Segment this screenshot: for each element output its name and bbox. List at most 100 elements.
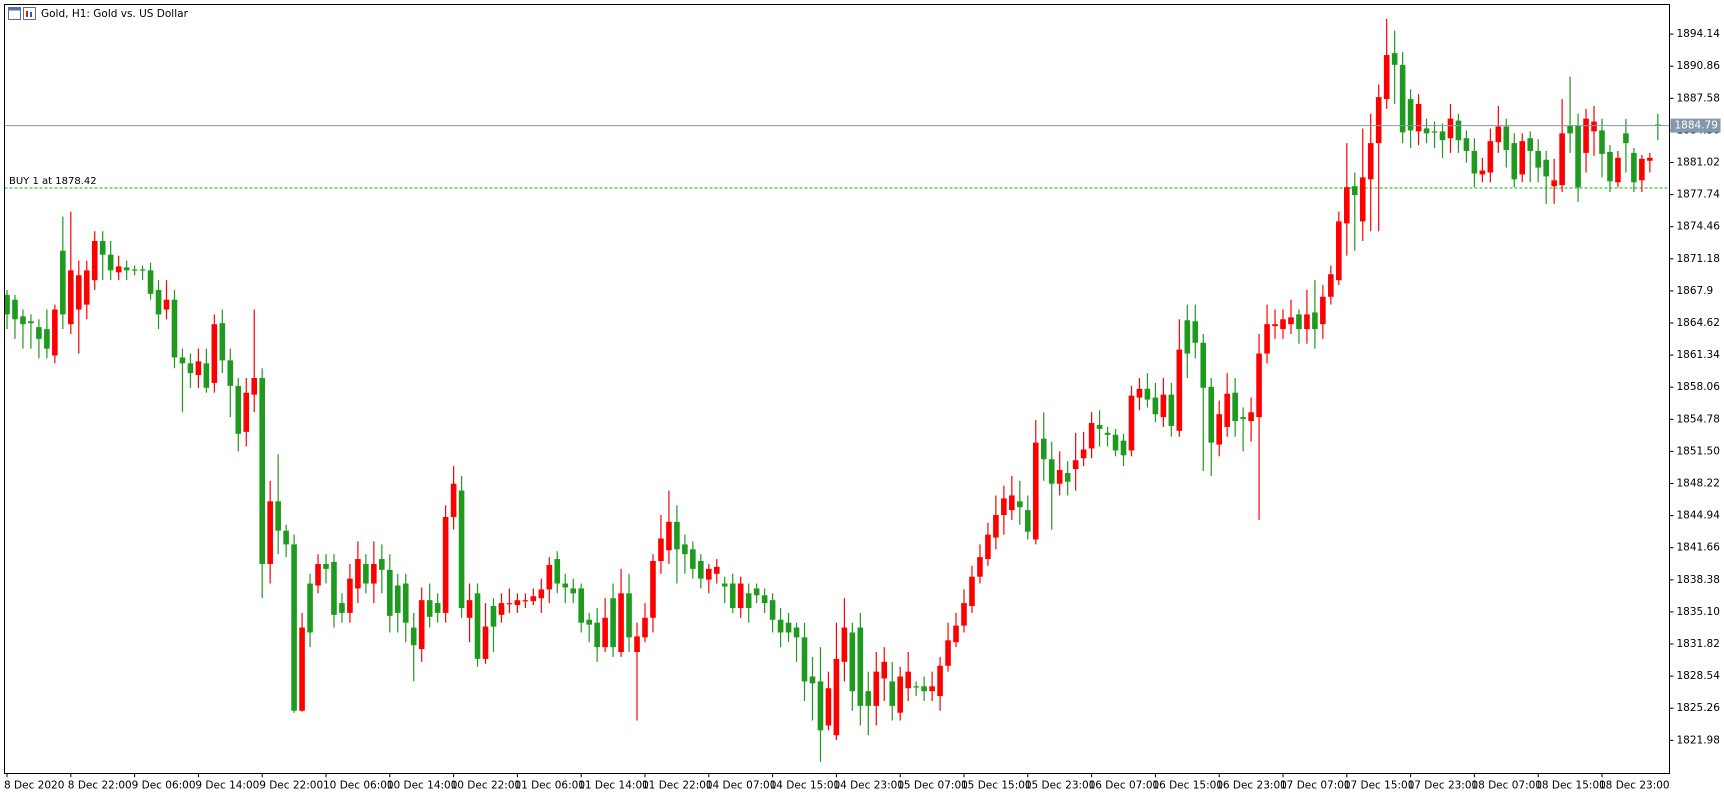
candle-body: [20, 316, 26, 325]
candle-body: [387, 569, 393, 616]
candle-body: [1176, 349, 1183, 431]
candle-body: [905, 671, 911, 689]
candle-body: [1391, 53, 1398, 65]
candle-body: [115, 266, 122, 273]
candle-body: [1639, 158, 1645, 181]
candle-body: [1439, 131, 1446, 141]
candle-body: [275, 501, 281, 531]
candle-body: [809, 676, 816, 684]
plot-frame: [4, 4, 1670, 774]
candle-body: [450, 483, 457, 517]
candle-body: [1017, 501, 1023, 508]
y-tick-label: 1838.38: [1677, 574, 1720, 586]
candle-body: [402, 583, 409, 623]
candle-body: [1072, 460, 1079, 470]
candle-body: [339, 603, 345, 613]
candle-body: [243, 392, 250, 432]
x-tick-label: 17 Dec 07:00: [1280, 779, 1351, 791]
x-tick-label: 8 Dec 2020: [4, 779, 64, 791]
y-tick-label: 1841.66: [1677, 542, 1721, 554]
candle-body: [1272, 324, 1278, 327]
candle-body: [371, 563, 377, 584]
candle-body: [841, 627, 848, 662]
y-tick-label: 1854.78: [1677, 413, 1720, 425]
candle-body: [1415, 103, 1422, 132]
candle-body: [394, 585, 401, 613]
candle-body: [219, 323, 226, 361]
x-tick-label: 16 Dec 23:00: [1216, 779, 1287, 791]
candle-body: [857, 627, 864, 706]
plot-area: BUY 1 at 1878.42: [4, 18, 1670, 762]
candle-body: [1511, 143, 1518, 180]
candle-body: [658, 538, 664, 562]
candle-body: [993, 515, 999, 538]
candle-body: [155, 289, 162, 315]
candle-body: [1599, 130, 1605, 154]
candle-body: [1168, 394, 1175, 426]
candle-body: [442, 516, 449, 613]
candle-body: [147, 270, 154, 294]
candle-body: [1503, 126, 1510, 150]
candle-body: [1200, 342, 1207, 388]
x-tick-label: 17 Dec 15:00: [1344, 779, 1415, 791]
candle-body: [187, 363, 194, 374]
candle-body: [1128, 395, 1135, 451]
candle-body: [698, 561, 704, 579]
y-tick-label: 1835.10: [1677, 606, 1720, 618]
candle-body: [889, 681, 896, 706]
x-tick-label: 16 Dec 07:00: [1089, 779, 1160, 791]
candle-body: [1375, 97, 1382, 144]
candle-body: [761, 595, 768, 604]
x-tick-label: 9 Dec 06:00: [132, 779, 196, 791]
candle-body: [1328, 274, 1334, 297]
candle-body: [1383, 55, 1390, 100]
x-tick-label: 11 Dec 14:00: [578, 779, 649, 791]
candle-body: [139, 269, 146, 271]
candle-body: [1631, 152, 1637, 183]
candle-body: [1336, 221, 1342, 281]
candle-body: [410, 627, 417, 646]
candle-body: [1240, 417, 1246, 420]
candle-body: [195, 361, 202, 376]
candle-body: [578, 588, 584, 623]
candle-body: [1479, 170, 1486, 175]
candle-body: [602, 617, 608, 648]
candle-body: [650, 561, 656, 618]
candle-body: [1423, 128, 1430, 134]
x-tick-label: 14 Dec 15:00: [770, 779, 841, 791]
bid-label-box: [1670, 118, 1721, 133]
candle-body: [203, 363, 210, 388]
candle-body: [36, 327, 42, 339]
candle-body: [28, 321, 34, 324]
candle-body: [674, 521, 680, 550]
y-tick-label: 1890.86: [1677, 60, 1721, 72]
candle-body: [570, 588, 577, 594]
candle-body: [873, 671, 880, 706]
y-tick-label: 1887.58: [1677, 92, 1720, 104]
icon-candle: [30, 12, 32, 17]
candle-body: [1359, 177, 1366, 222]
candle-body: [985, 534, 991, 560]
x-tick-label: 10 Dec 22:00: [451, 779, 522, 791]
candle-body: [913, 686, 919, 688]
candle-body: [825, 688, 832, 726]
candle-body: [1567, 125, 1573, 134]
candle-body: [1009, 495, 1015, 511]
candle-body: [1208, 386, 1215, 443]
candle-body: [1256, 353, 1262, 418]
candle-body: [586, 619, 592, 625]
candle-body: [729, 583, 736, 609]
y-tick-label: 1877.74: [1677, 189, 1721, 201]
candle-body: [1575, 125, 1581, 188]
y-tick-label: 1831.82: [1677, 638, 1720, 650]
x-tick-label: 16 Dec 15:00: [1152, 779, 1223, 791]
x-tick-label: 15 Dec 23:00: [1025, 779, 1096, 791]
candle-body: [961, 603, 967, 626]
candle-body: [1048, 459, 1055, 484]
candle-body: [123, 267, 130, 271]
candle-body: [474, 593, 481, 659]
candle-body: [1344, 187, 1350, 224]
candle-body: [1192, 321, 1199, 343]
candle-body: [1160, 394, 1167, 418]
